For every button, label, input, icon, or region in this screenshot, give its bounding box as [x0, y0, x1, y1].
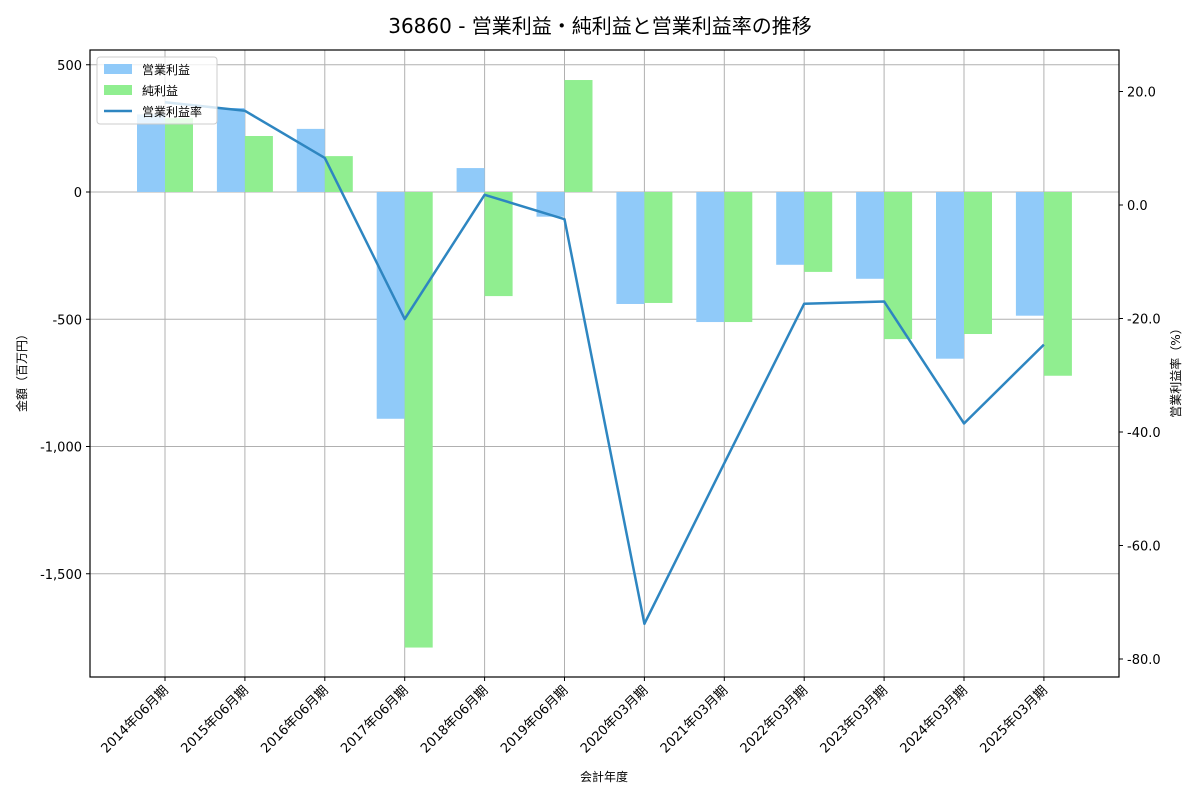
bar — [1043, 192, 1072, 376]
svg-text:営業利益: 営業利益 — [142, 63, 190, 77]
bar — [1015, 192, 1044, 316]
svg-text:-80.0: -80.0 — [1127, 653, 1161, 668]
bar — [936, 192, 964, 359]
svg-text:純利益: 純利益 — [142, 84, 178, 98]
svg-text:-500: -500 — [52, 313, 82, 328]
bar — [856, 192, 885, 279]
svg-text:2019年06月期: 2019年06月期 — [498, 683, 571, 756]
svg-text:営業利益率: 営業利益率 — [142, 104, 202, 119]
svg-text:2018年06月期: 2018年06月期 — [418, 683, 491, 756]
svg-text:2023年03月期: 2023年03月期 — [818, 683, 891, 756]
bar — [964, 192, 992, 335]
bar — [137, 114, 165, 192]
bar — [564, 80, 593, 192]
bar — [404, 192, 433, 648]
x-axis-label: 会計年度 — [580, 769, 628, 784]
svg-text:2021年03月期: 2021年03月期 — [658, 683, 731, 756]
bar — [484, 192, 513, 297]
svg-text:500: 500 — [57, 59, 82, 74]
bar — [376, 192, 405, 419]
legend-swatch-net-profit — [104, 85, 132, 95]
svg-text:2017年06月期: 2017年06月期 — [338, 683, 411, 756]
bars — [137, 80, 1072, 648]
bar — [644, 192, 673, 303]
bar — [804, 192, 833, 272]
bar — [165, 118, 193, 192]
svg-text:-60.0: -60.0 — [1127, 540, 1161, 555]
svg-text:0: 0 — [74, 186, 82, 201]
svg-text:2015年06月期: 2015年06月期 — [178, 683, 251, 756]
svg-text:2025年03月期: 2025年03月期 — [977, 683, 1050, 756]
bar — [456, 168, 485, 192]
plot-frame — [89, 49, 1120, 678]
svg-text:0.0: 0.0 — [1127, 199, 1148, 214]
left-axis-label: 金額（百万円） — [14, 328, 29, 412]
legend-swatch-operating-profit — [104, 64, 132, 74]
bar — [244, 136, 273, 192]
svg-text:2016年06月期: 2016年06月期 — [258, 683, 331, 756]
left-axis: 500 0 -500 -1,000 -1,500 — [40, 59, 90, 583]
svg-text:-20.0: -20.0 — [1127, 313, 1161, 328]
svg-text:20.0: 20.0 — [1127, 86, 1156, 101]
x-axis: 2014年06月期 2015年06月期 2016年06月期 2017年06月期 2018… — [99, 677, 1051, 757]
bar — [616, 192, 645, 304]
svg-text:-1,000: -1,000 — [40, 441, 82, 456]
bar — [296, 128, 325, 192]
right-axis-label: 営業利益率（%） — [1168, 322, 1183, 417]
svg-text:-1,500: -1,500 — [40, 568, 82, 583]
operating-margin-line — [164, 101, 1045, 626]
bar — [696, 192, 725, 323]
chart-title: 36860 - 営業利益・純利益と営業利益率の推移 — [388, 14, 812, 38]
svg-text:2014年06月期: 2014年06月期 — [99, 683, 172, 756]
svg-text:-40.0: -40.0 — [1127, 426, 1161, 441]
svg-text:2024年03月期: 2024年03月期 — [898, 683, 971, 756]
bar — [724, 192, 753, 323]
bar — [216, 108, 245, 192]
svg-text:2022年03月期: 2022年03月期 — [738, 683, 811, 756]
svg-text:2020年03月期: 2020年03月期 — [578, 683, 651, 756]
bar — [884, 192, 913, 340]
right-axis: 20.0 0.0 -20.0 -40.0 -60.0 -80.0 — [1119, 86, 1161, 668]
bar — [776, 192, 805, 265]
